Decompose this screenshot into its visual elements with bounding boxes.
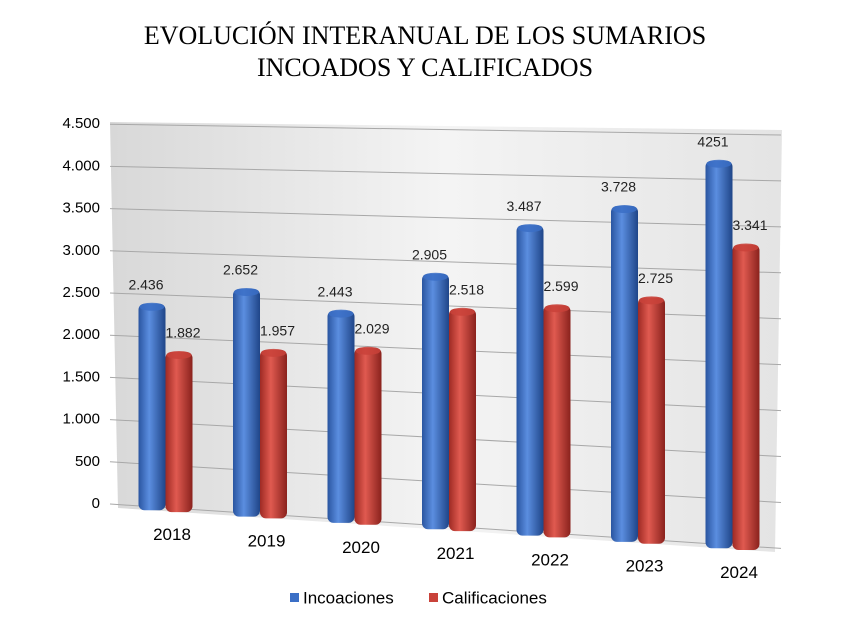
value-label: 3.341 xyxy=(732,217,767,233)
bar-top xyxy=(423,272,448,281)
legend-label: Incoaciones xyxy=(303,588,394,607)
y-tick-label: 2.500 xyxy=(62,284,100,301)
bar xyxy=(233,288,260,517)
chart-title: EVOLUCIÓN INTERANUAL DE LOS SUMARIOS xyxy=(144,21,706,50)
bar-top xyxy=(706,159,732,168)
bar-top xyxy=(544,304,570,313)
chart-title: INCOADOS Y CALIFICADOS xyxy=(257,53,593,82)
y-tick-label: 500 xyxy=(75,453,100,470)
grid-line xyxy=(109,123,782,136)
value-label: 2.029 xyxy=(354,320,389,336)
bar xyxy=(354,347,382,525)
legend-swatch xyxy=(290,593,299,602)
bar xyxy=(611,206,638,542)
x-tick-label: 2018 xyxy=(153,525,191,544)
bar xyxy=(732,244,760,551)
value-label: 3.487 xyxy=(506,198,541,214)
bar xyxy=(260,349,287,519)
bar-top xyxy=(234,287,259,296)
grid-line xyxy=(109,208,782,228)
grid-line xyxy=(109,165,782,182)
value-label: 2.652 xyxy=(223,262,258,278)
bar-top xyxy=(166,350,192,359)
legend-swatch xyxy=(429,593,438,602)
value-label: 2.725 xyxy=(638,270,673,286)
bar xyxy=(422,273,449,530)
x-tick-label: 2019 xyxy=(248,531,286,550)
value-label: 2.599 xyxy=(543,278,578,294)
bar xyxy=(138,303,166,511)
x-tick-label: 2022 xyxy=(531,550,569,569)
y-tick-label: 3.500 xyxy=(62,200,100,217)
value-label: 2.518 xyxy=(449,281,484,297)
bar-top xyxy=(639,296,664,305)
bar xyxy=(516,225,544,536)
y-tick-label: 3.000 xyxy=(62,242,100,259)
bar-top xyxy=(261,348,286,357)
grid-line xyxy=(109,250,782,274)
y-tick-label: 1.000 xyxy=(62,411,100,428)
bar-top xyxy=(612,205,637,214)
value-label: 3.728 xyxy=(601,179,636,195)
bar xyxy=(165,351,193,513)
x-tick-label: 2023 xyxy=(626,557,664,576)
value-label: 1.957 xyxy=(260,323,295,339)
value-label: 2.905 xyxy=(412,246,447,262)
y-tick-label: 4.500 xyxy=(62,115,100,132)
bar-top xyxy=(517,224,543,233)
bar xyxy=(449,308,476,532)
bar-top xyxy=(450,307,475,316)
y-tick-label: 2.000 xyxy=(62,326,100,343)
y-tick-label: 1.500 xyxy=(62,368,100,385)
value-label: 2.436 xyxy=(128,276,163,292)
y-tick-label: 4.000 xyxy=(62,157,100,174)
bar-top xyxy=(139,302,165,311)
bar xyxy=(638,297,665,544)
bar-top xyxy=(733,243,759,252)
value-label: 2.443 xyxy=(317,283,352,299)
x-tick-label: 2024 xyxy=(720,563,758,582)
bar-top xyxy=(355,346,381,355)
value-label: 4251 xyxy=(697,133,728,149)
bar xyxy=(543,305,571,538)
bar-top xyxy=(328,309,354,318)
legend-label: Calificaciones xyxy=(442,588,547,607)
bar xyxy=(705,160,733,549)
value-label: 1.882 xyxy=(165,325,200,341)
x-tick-label: 2021 xyxy=(437,544,475,563)
y-tick-label: 0 xyxy=(92,495,100,512)
bar xyxy=(327,310,355,523)
x-tick-label: 2020 xyxy=(342,538,380,557)
